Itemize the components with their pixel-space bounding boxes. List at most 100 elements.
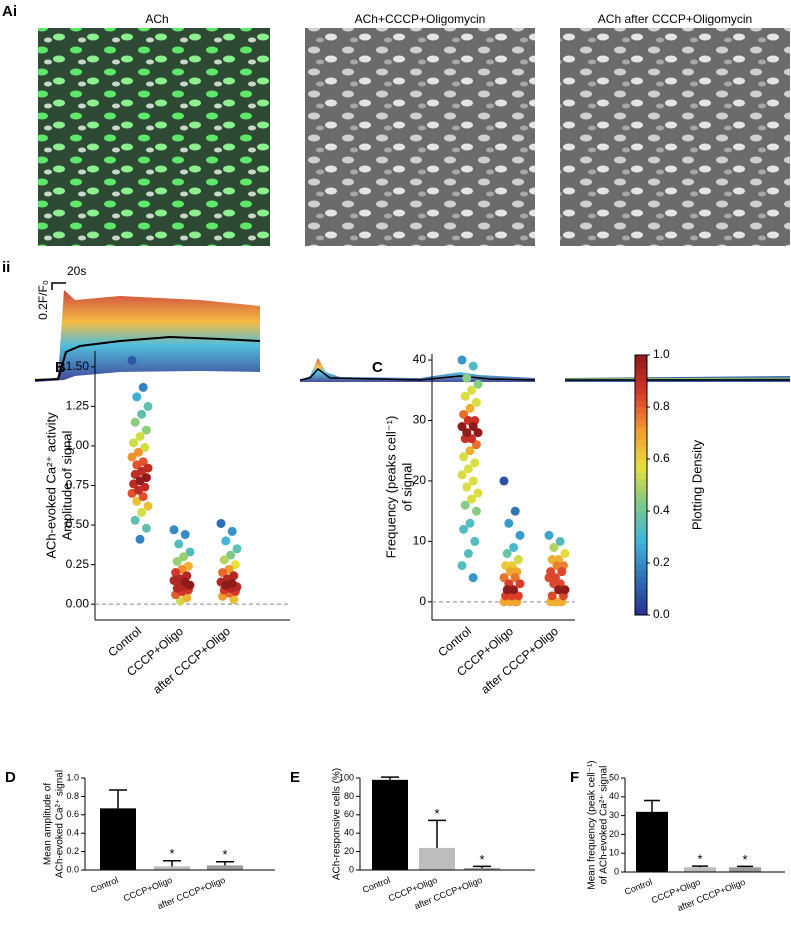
data-point bbox=[143, 501, 153, 511]
data-point bbox=[547, 591, 557, 601]
data-point bbox=[180, 530, 190, 540]
data-point bbox=[229, 594, 239, 604]
data-point bbox=[140, 443, 150, 453]
bar bbox=[684, 867, 716, 872]
x-tick-label: Control bbox=[435, 624, 474, 660]
colorbar-cell bbox=[635, 478, 647, 486]
data-point bbox=[463, 549, 473, 558]
error-bar bbox=[737, 865, 753, 868]
colorbar-cell bbox=[635, 504, 647, 512]
data-point bbox=[133, 485, 143, 495]
y-tick-label: 0.4 bbox=[66, 828, 79, 838]
colorbar-cell bbox=[635, 602, 647, 609]
y-tick-label: 30 bbox=[609, 810, 619, 820]
data-point bbox=[221, 536, 231, 546]
data-point bbox=[465, 446, 475, 456]
panel-label: C bbox=[372, 359, 383, 376]
data-point bbox=[470, 458, 480, 468]
data-point bbox=[510, 573, 520, 583]
data-point bbox=[473, 488, 483, 498]
colorbar-cell bbox=[635, 361, 647, 369]
data-point bbox=[505, 567, 515, 577]
colorbar-cell bbox=[635, 355, 647, 362]
error-bar bbox=[692, 865, 708, 868]
data-point bbox=[185, 547, 195, 557]
bar bbox=[729, 867, 761, 872]
data-point bbox=[513, 555, 523, 565]
data-point bbox=[509, 585, 519, 595]
data-point bbox=[172, 583, 182, 593]
data-point bbox=[544, 573, 554, 583]
data-point bbox=[127, 452, 137, 462]
panel-label: Ai bbox=[2, 3, 17, 20]
data-point bbox=[130, 515, 140, 525]
data-point bbox=[459, 409, 469, 419]
panel-label: ii bbox=[2, 259, 10, 276]
data-point bbox=[135, 534, 145, 544]
data-point bbox=[230, 560, 240, 570]
y-tick-label: 30 bbox=[413, 413, 427, 427]
data-point bbox=[554, 585, 564, 595]
data-point bbox=[141, 523, 151, 533]
bar bbox=[154, 866, 190, 870]
x-tick-label: Control bbox=[361, 875, 392, 895]
data-point bbox=[467, 494, 477, 504]
colorbar-cell bbox=[635, 511, 647, 518]
colorbar-cell bbox=[635, 452, 647, 460]
data-point bbox=[221, 580, 231, 590]
y-axis-label: Amplitude of signal bbox=[59, 430, 74, 540]
y-axis-label: Mean frequency (peak cell⁻¹) bbox=[587, 760, 598, 889]
data-point bbox=[130, 469, 140, 479]
y-axis-label: Frequency (peaks cell⁻¹) bbox=[383, 416, 398, 559]
y-tick-label: 0 bbox=[614, 866, 619, 876]
y-tick-label: 60 bbox=[344, 809, 354, 819]
data-point bbox=[468, 476, 478, 486]
data-point bbox=[457, 422, 467, 432]
data-point bbox=[468, 573, 478, 583]
y-tick-label: 0.0 bbox=[66, 864, 79, 874]
data-point bbox=[499, 476, 509, 486]
data-point bbox=[169, 525, 179, 535]
data-point bbox=[502, 585, 512, 595]
colorbar-cell bbox=[635, 556, 647, 564]
data-point bbox=[141, 425, 151, 435]
y-tick-label: 0 bbox=[349, 864, 354, 874]
x-tick-label: Control bbox=[105, 624, 144, 660]
colorbar-cell bbox=[635, 381, 647, 388]
y-tick-label: 0.50 bbox=[66, 517, 90, 531]
colorbar-cell bbox=[635, 426, 647, 434]
data-point bbox=[502, 549, 512, 558]
trace-band bbox=[300, 358, 535, 382]
data-point bbox=[560, 549, 570, 558]
y-tick-label: 0 bbox=[419, 594, 426, 608]
scale-label: 20s bbox=[67, 264, 86, 278]
data-point bbox=[457, 561, 467, 571]
y-tick-label: 10 bbox=[609, 848, 619, 858]
data-point bbox=[467, 434, 477, 444]
error-bar bbox=[163, 860, 181, 867]
data-point bbox=[462, 373, 472, 383]
data-point bbox=[460, 500, 470, 510]
data-point bbox=[172, 556, 182, 566]
colorbar-cell bbox=[635, 550, 647, 557]
data-point bbox=[468, 361, 478, 371]
data-point bbox=[132, 460, 142, 470]
bar bbox=[100, 808, 136, 870]
y-tick-label: 0.75 bbox=[66, 478, 90, 492]
y-tick-label: 10 bbox=[413, 534, 427, 548]
colorbar-cell bbox=[635, 400, 647, 408]
panel-label: F bbox=[570, 769, 579, 786]
data-point bbox=[137, 507, 147, 517]
bar bbox=[372, 779, 408, 870]
data-point bbox=[457, 470, 467, 480]
x-tick-label: after CCCP+Oligo bbox=[150, 624, 233, 697]
colorbar-cell bbox=[635, 517, 647, 525]
y-tick-label: 1.25 bbox=[66, 399, 90, 413]
data-point bbox=[132, 392, 142, 402]
bar bbox=[207, 865, 243, 870]
data-point bbox=[185, 580, 195, 590]
colorbar-cell bbox=[635, 433, 647, 440]
data-point bbox=[515, 579, 525, 589]
y-tick-label: 50 bbox=[609, 772, 619, 782]
